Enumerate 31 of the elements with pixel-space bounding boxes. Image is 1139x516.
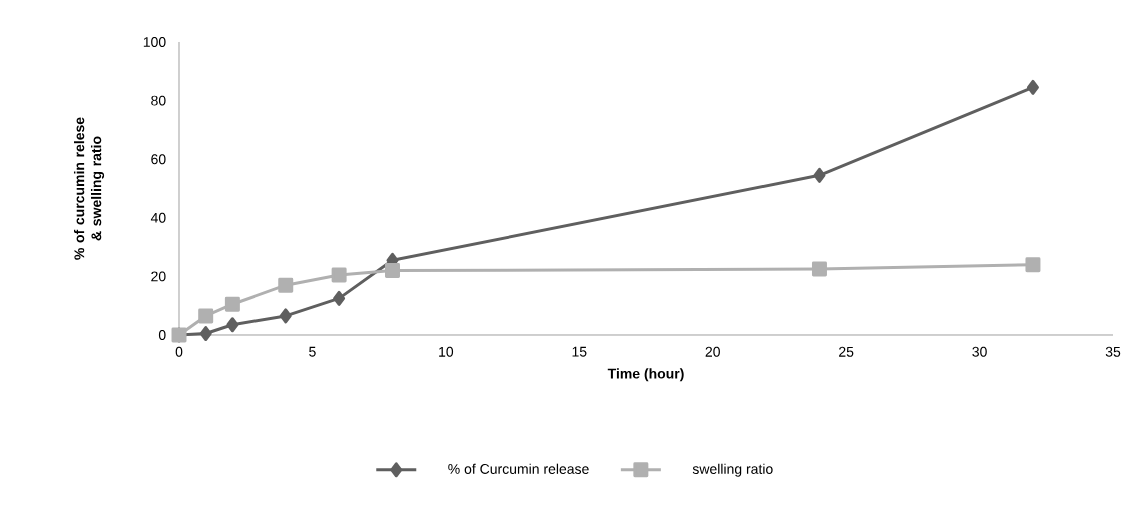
legend-label: % of Curcumin release bbox=[448, 463, 589, 474]
point bbox=[1026, 79, 1039, 95]
point bbox=[279, 308, 292, 324]
point bbox=[333, 290, 346, 306]
point bbox=[278, 277, 294, 293]
point bbox=[1025, 257, 1041, 273]
point bbox=[224, 296, 240, 312]
x-tick-label: 15 bbox=[572, 346, 587, 357]
point bbox=[813, 167, 826, 183]
y-tick-label: 80 bbox=[151, 95, 166, 106]
y-tick-label: 60 bbox=[151, 154, 166, 165]
y-tick-label: 20 bbox=[151, 271, 166, 282]
y-tick-label: 100 bbox=[143, 37, 166, 47]
legend-label: swelling ratio bbox=[692, 463, 773, 477]
point bbox=[226, 317, 239, 333]
y-tick-label: 40 bbox=[150, 212, 166, 223]
x-tick-label: 25 bbox=[839, 346, 854, 357]
point bbox=[811, 261, 827, 277]
point bbox=[331, 267, 347, 283]
point bbox=[199, 326, 212, 342]
point bbox=[198, 308, 214, 324]
x-tick-label: 10 bbox=[439, 346, 454, 357]
x-tick-label: 0 bbox=[175, 346, 183, 357]
x-tick-label: 5 bbox=[309, 346, 316, 357]
x-tick-label: 35 bbox=[1105, 346, 1121, 357]
x-tick-label: 20 bbox=[705, 346, 720, 357]
x-tick-label: 30 bbox=[972, 346, 987, 357]
y-axis-title: % of curcumin relese & swelling ratio bbox=[73, 117, 105, 260]
y-tick-label: 0 bbox=[158, 330, 166, 340]
point bbox=[384, 263, 400, 279]
x-axis-title: Time (hour) bbox=[607, 368, 684, 382]
